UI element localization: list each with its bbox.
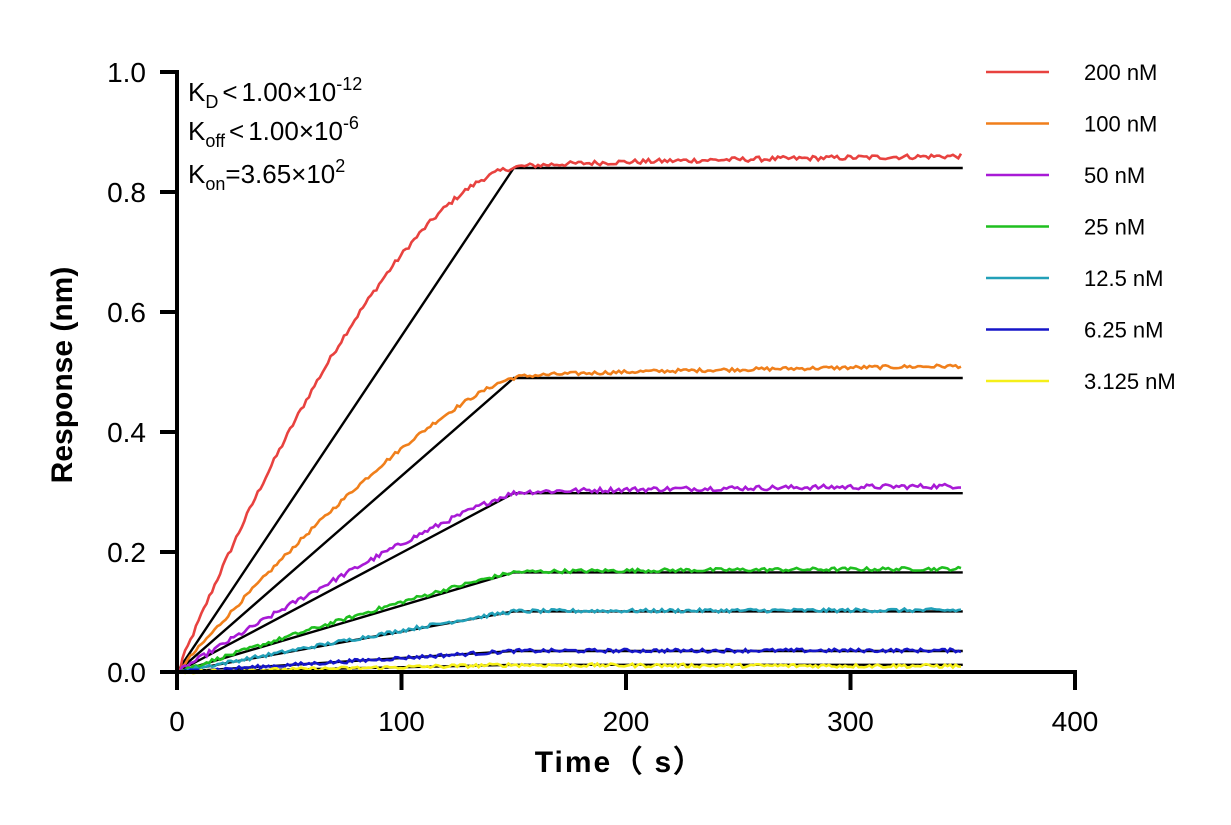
legend-label: 100 nM	[1084, 112, 1157, 137]
data-trace	[177, 661, 962, 675]
y-tick-label: 0.0	[107, 657, 146, 688]
koff-annotation: Koff <1.00×10-6	[188, 113, 359, 151]
y-axis-title: Response (nm)	[46, 267, 79, 484]
y-tick-label: 0.2	[107, 537, 146, 568]
data-trace	[177, 482, 961, 674]
x-tick-label: 100	[378, 706, 425, 737]
kon-annotation: Kon=3.65×102	[188, 156, 345, 194]
x-tick-label: 0	[169, 706, 185, 737]
data-traces	[177, 153, 963, 675]
x-tick-label: 200	[603, 706, 650, 737]
legend-label: 3.125 nM	[1084, 369, 1176, 394]
fit-line	[176, 571, 963, 674]
y-tick-label: 0.6	[107, 297, 146, 328]
legend-label: 6.25 nM	[1084, 318, 1164, 343]
x-axis-title: Time（ s）	[535, 745, 706, 779]
y-tick-label: 1.0	[107, 57, 146, 88]
x-tick-label: 400	[1052, 706, 1099, 737]
legend-label: 50 nM	[1084, 163, 1145, 188]
y-tick-label: 0.8	[107, 177, 146, 208]
legend-label: 12.5 nM	[1084, 266, 1164, 291]
data-trace	[177, 606, 962, 674]
data-trace	[177, 363, 962, 674]
data-trace	[177, 153, 963, 674]
y-ticks: 0.0 0.2 0.4 0.6 0.8 1.0	[107, 57, 177, 688]
data-trace	[177, 565, 962, 674]
x-tick-label: 300	[827, 706, 874, 737]
data-trace	[177, 647, 962, 674]
kd-annotation: KD <1.00×10-12	[188, 74, 362, 112]
x-ticks: 0 100 200 300 400	[169, 672, 1098, 737]
fit-line	[176, 492, 963, 674]
legend-label: 200 nM	[1084, 60, 1157, 85]
y-tick-label: 0.4	[107, 417, 146, 448]
legend-label: 25 nM	[1084, 215, 1145, 240]
legend: 200 nM 100 nM 50 nM 25 nM 12.5 nM 6.25 nM 3.12…	[986, 60, 1176, 394]
